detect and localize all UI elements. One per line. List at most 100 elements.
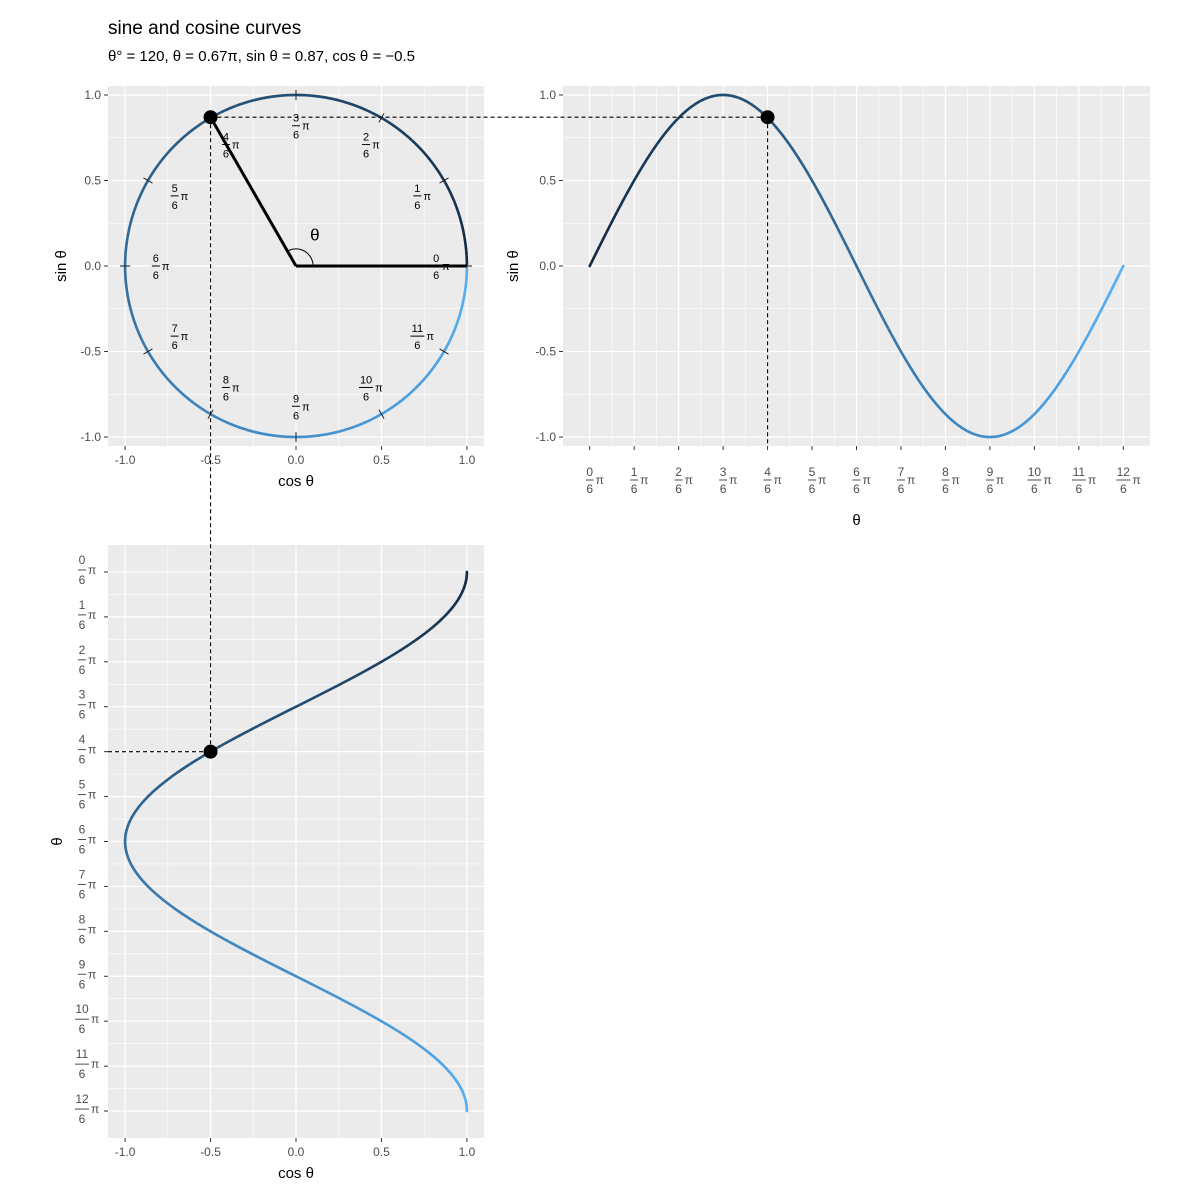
angle-label-8-denominator: 6 (223, 391, 229, 403)
y-tick-pi: π (88, 922, 96, 936)
x-tick-label-8-numerator: 8 (942, 465, 949, 479)
y-axis-title: sin θ (53, 250, 70, 282)
grid-lines (563, 86, 1150, 446)
x-tick-label-6: 6π6 (852, 465, 871, 496)
angle-label-7: 7π6 (170, 323, 189, 352)
y-tick-label-8: 8π6 (78, 912, 96, 946)
angle-label-7-denominator: 6 (172, 340, 178, 352)
x-tick-label-4: 4π6 (763, 465, 782, 496)
x-tick-label-12-pi: π (1132, 473, 1140, 487)
angle-label-2-numerator: 2 (363, 132, 369, 144)
y-tick-label: -1.0 (80, 430, 101, 444)
x-tick-label-7-pi: π (907, 473, 915, 487)
y-tick-numerator: 9 (79, 957, 86, 971)
angle-label-2-pi: π (372, 140, 380, 152)
x-axis-title: cos θ (278, 1165, 314, 1182)
y-tick-pi: π (88, 743, 96, 757)
y-tick-label-7: 7π6 (78, 867, 96, 901)
y-tick-denominator: 6 (79, 1067, 86, 1081)
x-tick-label: 0.0 (288, 453, 305, 467)
angle-symbol: θ (310, 225, 319, 244)
angle-label-5: 5π6 (170, 183, 189, 212)
x-tick-label-6-numerator: 6 (853, 465, 860, 479)
y-tick-denominator: 6 (79, 977, 86, 991)
x-tick-label: -0.5 (200, 453, 221, 467)
angle-label-6-pi: π (162, 261, 170, 273)
x-axis-title: cos θ (278, 473, 314, 490)
x-tick-label-9-pi: π (996, 473, 1004, 487)
y-tick-label-6: 6π6 (78, 823, 96, 857)
x-tick-label-5-denominator: 6 (809, 482, 816, 496)
x-tick-label-4-numerator: 4 (764, 465, 771, 479)
y-tick-label-3: 3π6 (78, 688, 96, 722)
y-tick-pi: π (91, 1102, 99, 1116)
angle-label-10-numerator: 10 (360, 374, 372, 386)
y-tick-numerator: 4 (79, 733, 86, 747)
radius-theta (209, 116, 298, 267)
y-tick-pi: π (88, 698, 96, 712)
angle-label-1-denominator: 6 (414, 200, 420, 212)
x-tick-label-7: 7π6 (896, 465, 915, 496)
angle-label-4-numerator: 4 (223, 132, 229, 144)
angle-label-1-numerator: 1 (414, 183, 420, 195)
angle-label-3: 3π6 (292, 113, 310, 142)
x-tick-label-5-pi: π (818, 473, 826, 487)
x-tick-label-7-numerator: 7 (898, 465, 905, 479)
angle-tick (439, 177, 449, 184)
angle-label-3-pi: π (302, 121, 310, 133)
y-tick-pi: π (88, 877, 96, 891)
y-tick-label: 0.5 (84, 173, 101, 187)
sine-segment (1119, 264, 1125, 272)
x-tick-label-5-numerator: 5 (809, 465, 816, 479)
angle-label-8: 8π6 (221, 374, 240, 403)
angle-label-9-numerator: 9 (293, 393, 299, 405)
angle-label-11-pi: π (426, 331, 434, 343)
x-tick-label-2-pi: π (685, 473, 693, 487)
x-tick-label-9-denominator: 6 (987, 482, 994, 496)
x-tick-label-9: 9π6 (985, 465, 1004, 496)
y-tick-denominator: 6 (79, 1022, 86, 1036)
x-tick-label: 1.0 (459, 1145, 476, 1159)
x-tick-label-5: 5π6 (808, 465, 826, 496)
y-tick-label: -0.5 (535, 345, 556, 359)
y-tick-label: 0.5 (539, 173, 556, 187)
x-tick-label-3: 3π6 (719, 465, 737, 496)
x-tick-label-11-denominator: 6 (1076, 482, 1083, 496)
y-tick-pi: π (88, 833, 96, 847)
y-tick-label-9: 9π6 (78, 957, 96, 991)
y-tick-label-4: 4π6 (78, 733, 96, 767)
y-tick-label: -0.5 (80, 345, 101, 359)
y-tick-label: 1.0 (84, 88, 101, 102)
angle-label-6: 6π6 (151, 253, 170, 282)
angle-label-8-numerator: 8 (223, 374, 229, 386)
y-tick-numerator: 8 (79, 912, 86, 926)
y-tick-denominator: 6 (79, 887, 86, 901)
y-axis-title: θ (49, 837, 66, 845)
angle-label-7-pi: π (181, 331, 189, 343)
x-tick-label-9-numerator: 9 (987, 465, 994, 479)
y-tick-pi: π (91, 1057, 99, 1071)
y-tick-numerator: 7 (79, 867, 86, 881)
y-tick-label-5: 5π6 (78, 778, 96, 812)
angle-label-5-numerator: 5 (172, 183, 178, 195)
x-tick-label-6-pi: π (863, 473, 871, 487)
angle-arc (287, 248, 314, 267)
x-tick-label: 0.0 (288, 1145, 305, 1159)
y-tick-pi: π (88, 653, 96, 667)
x-tick-label-1-pi: π (640, 473, 648, 487)
y-tick-denominator: 6 (79, 708, 86, 722)
chart-title: sine and cosine curves (108, 18, 301, 39)
sine-panel: 0π61π62π63π64π65π66π67π68π69π610π611π612… (505, 86, 1150, 529)
x-tick-label-11-numerator: 11 (1073, 465, 1086, 479)
x-tick-label: -0.5 (200, 1145, 221, 1159)
x-tick-label-0-denominator: 6 (586, 482, 593, 496)
grid-lines (108, 545, 484, 1138)
y-tick-numerator: 6 (79, 823, 86, 837)
angle-label-11-denominator: 6 (414, 340, 420, 352)
y-tick-label: -1.0 (535, 430, 556, 444)
angle-label-9: 9π6 (292, 393, 310, 422)
